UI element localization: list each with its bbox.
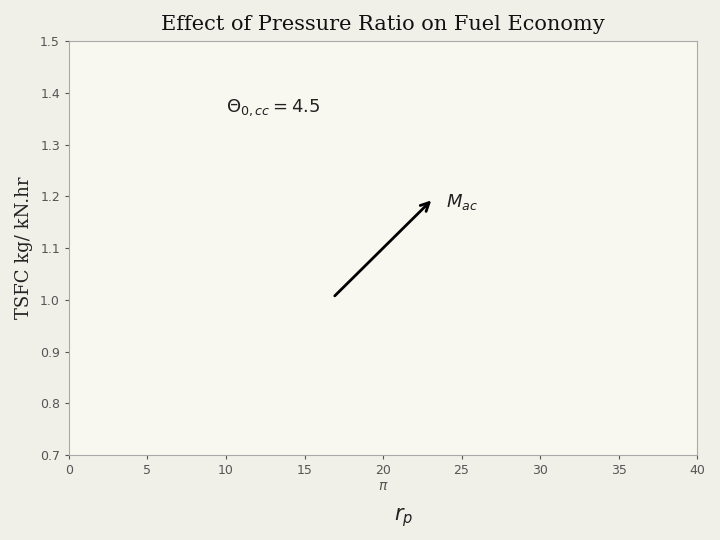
Title: Effect of Pressure Ratio on Fuel Economy: Effect of Pressure Ratio on Fuel Economy [161, 15, 605, 34]
X-axis label: $\pi$: $\pi$ [378, 478, 388, 492]
Text: $M_{ac}$: $M_{ac}$ [446, 192, 478, 212]
Text: $r_p$: $r_p$ [394, 507, 413, 529]
Text: $\Theta_{0,cc}=4.5$: $\Theta_{0,cc}=4.5$ [226, 97, 320, 118]
Y-axis label: TSFC kg/ kN.hr: TSFC kg/ kN.hr [15, 177, 33, 319]
